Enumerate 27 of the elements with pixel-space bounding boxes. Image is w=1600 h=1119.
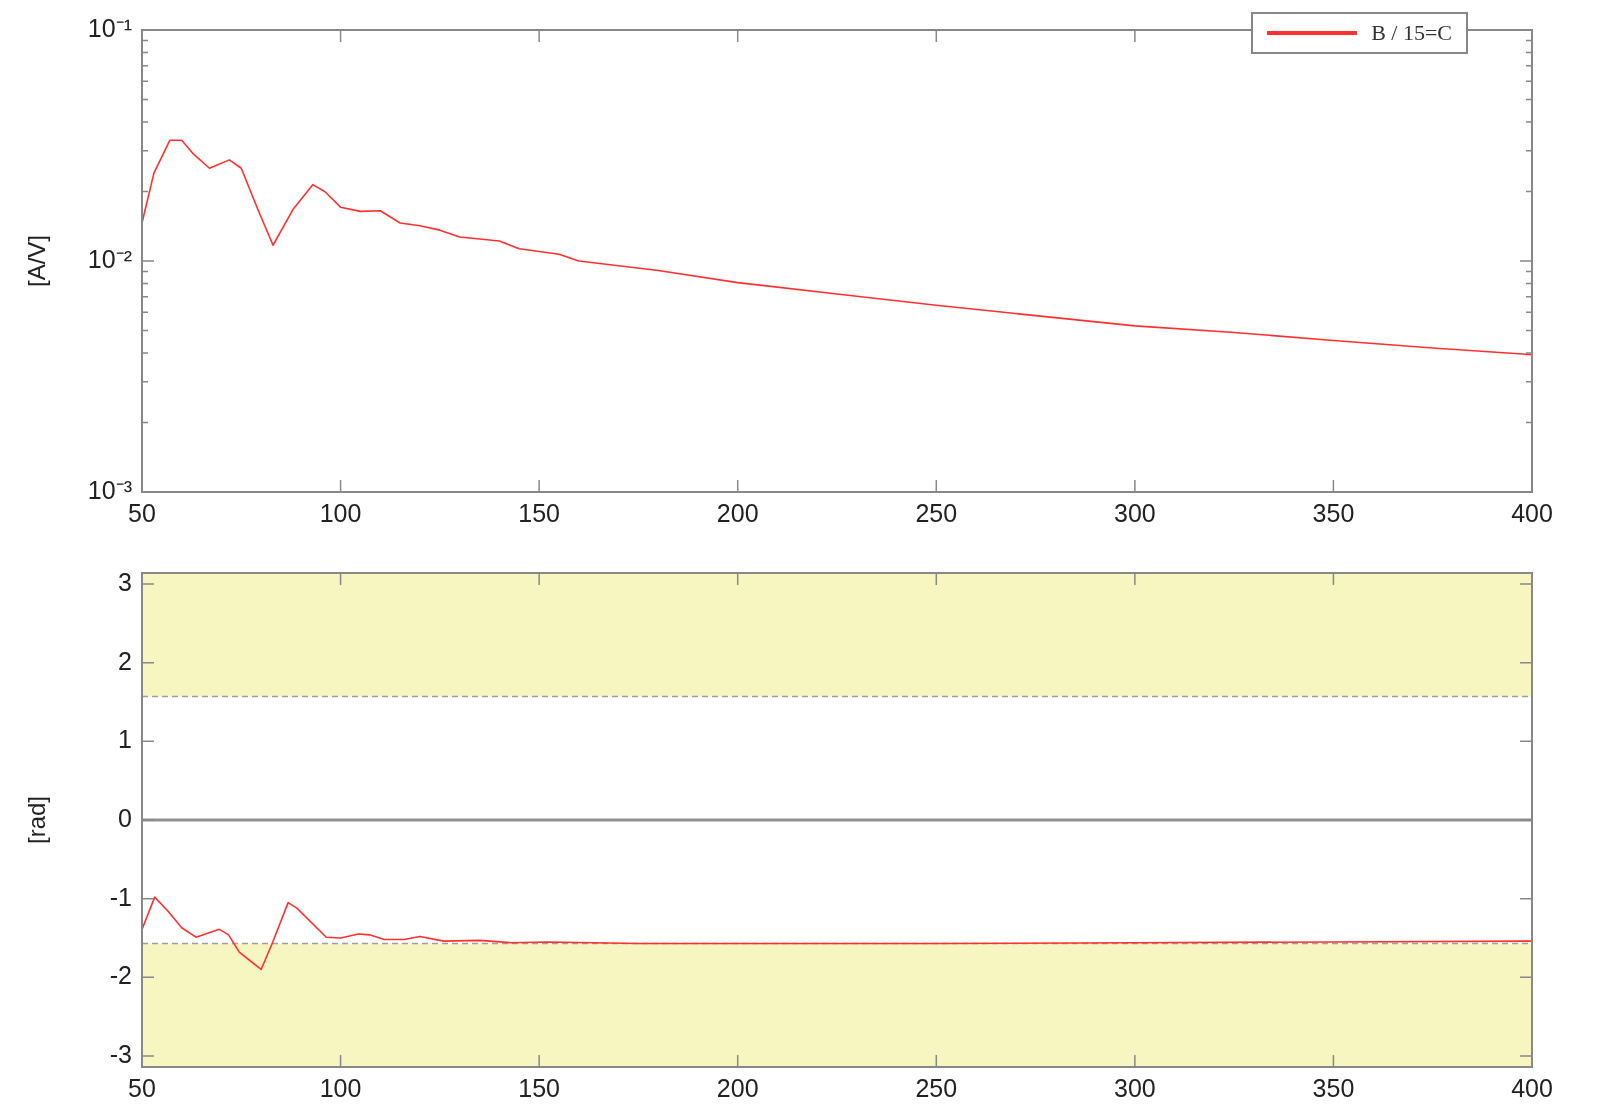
x-tick-label: 300 <box>1114 1073 1156 1102</box>
x-tick-label: 150 <box>518 498 560 527</box>
y-axis-title: [A/V] <box>23 234 51 288</box>
x-tick-label: 100 <box>319 1073 362 1102</box>
y-axis-title: [rad] <box>23 795 51 845</box>
x-tick-label: 250 <box>915 1073 958 1102</box>
y-tick-label: 3 <box>118 567 132 596</box>
x-tick-label: 300 <box>1114 498 1156 527</box>
y-tick-label: 2 <box>118 646 132 675</box>
x-tick-label: 50 <box>128 1073 156 1102</box>
x-tick-label: 400 <box>1511 1073 1553 1102</box>
x-tick-label: 400 <box>1511 498 1553 527</box>
x-tick-label: 150 <box>518 1073 560 1102</box>
legend-label: B / 15=C <box>1371 20 1452 46</box>
y-tick-label: 1 <box>118 725 132 754</box>
y-tick-label: 0 <box>118 803 132 832</box>
x-tick-label: 350 <box>1312 498 1355 527</box>
x-tick-label: 100 <box>319 498 362 527</box>
x-tick-label: 200 <box>716 1073 759 1102</box>
y-tick-label: -3 <box>109 1039 132 1068</box>
y-tick-label: -1 <box>109 882 132 911</box>
x-tick-label: 250 <box>915 498 958 527</box>
y-tick-label: 10⁻¹ <box>87 13 132 42</box>
x-tick-label: 350 <box>1312 1073 1355 1102</box>
y-tick-label: -2 <box>109 961 132 990</box>
y-tick-label: 10⁻² <box>87 244 132 273</box>
x-tick-label: 200 <box>716 498 759 527</box>
